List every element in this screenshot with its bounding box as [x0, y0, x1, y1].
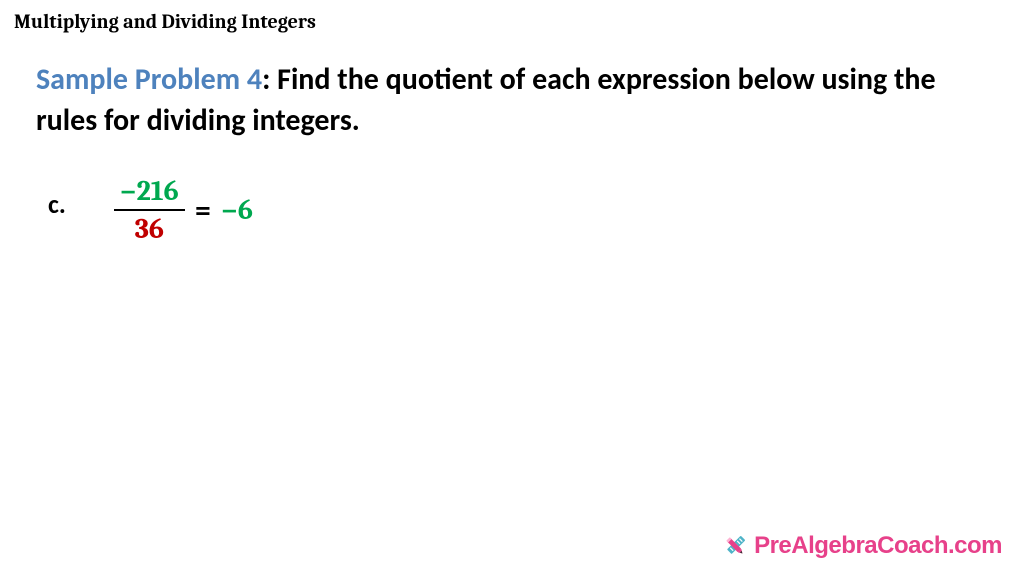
equals-sign: = — [195, 194, 212, 226]
brand-text-wrapper: PreAlgebraCoach.com — [754, 532, 1002, 560]
denominator: 36 — [129, 211, 170, 245]
problem-label: Sample Problem 4 — [36, 61, 262, 98]
brand-ext: .com — [948, 532, 1002, 559]
problem-heading: Sample Problem 4: Find the quotient of e… — [36, 60, 1000, 141]
brand-logo: PreAlgebraCoach.com — [722, 532, 1002, 560]
brand-name: PreAlgebraCoach — [754, 532, 948, 559]
fraction-expression: −216 36 = −6 — [114, 175, 253, 245]
result: −6 — [221, 194, 253, 226]
page-title: Multiplying and Dividing Integers — [14, 10, 316, 33]
item-label: c. — [48, 188, 66, 220]
fraction: −216 36 — [114, 175, 185, 245]
ruler-pencil-icon — [722, 533, 748, 559]
numerator: −216 — [114, 175, 185, 209]
